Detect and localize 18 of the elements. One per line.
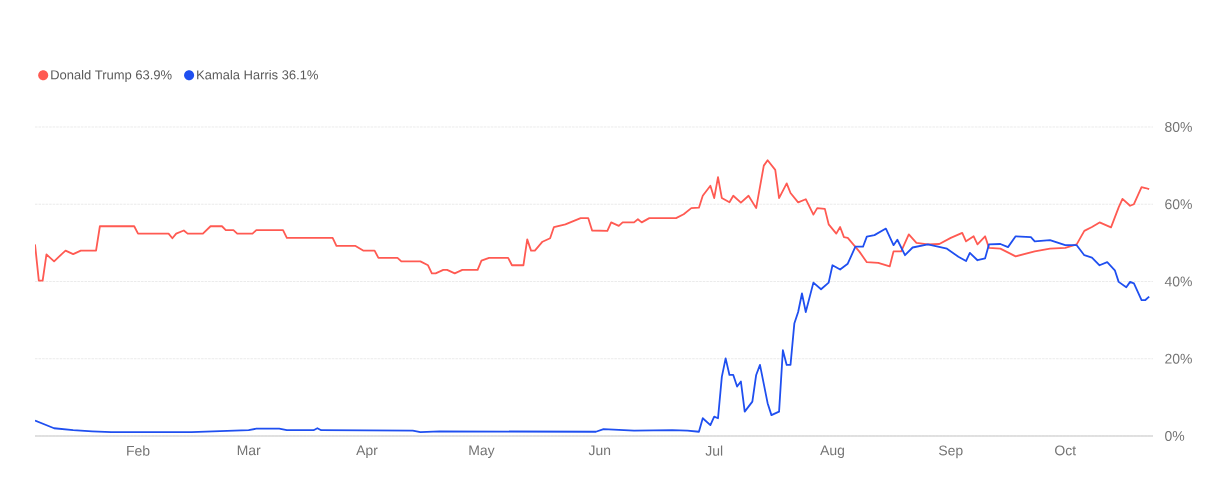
x-tick-label: May bbox=[469, 445, 495, 458]
line-series bbox=[35, 159, 1151, 282]
y-tick-label: 20% bbox=[1165, 353, 1192, 364]
x-tick-label: Jul bbox=[705, 445, 723, 456]
legend-label: Kamala Harris 36.1% bbox=[197, 69, 318, 80]
y-tick-label: 0% bbox=[1165, 431, 1185, 441]
x-tick-label: Jun bbox=[588, 445, 611, 456]
y-tick-label: 80% bbox=[1165, 122, 1192, 132]
x-tick-label: Feb bbox=[127, 445, 150, 456]
x-tick-label: Apr bbox=[356, 445, 378, 458]
x-tick-label: Mar bbox=[237, 445, 261, 456]
x-tick-label: Sep bbox=[939, 445, 963, 459]
x-tick-label: Aug bbox=[820, 445, 844, 458]
x-tick-label: Oct bbox=[1055, 445, 1076, 456]
y-tick-label: 40% bbox=[1164, 276, 1192, 287]
legend-label: Donald Trump 63.9% bbox=[51, 69, 172, 82]
line-series bbox=[35, 227, 1151, 434]
y-tick-label: 60% bbox=[1165, 199, 1192, 210]
